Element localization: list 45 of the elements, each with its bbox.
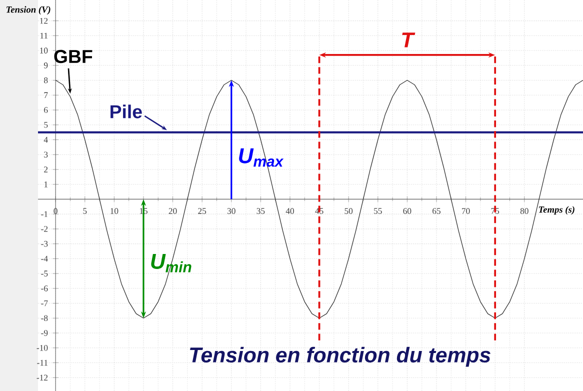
y-axis-title: Tension (V) — [6, 6, 50, 15]
y-tick-label: 12 — [40, 18, 48, 24]
y-tick-label: -3 — [41, 240, 48, 247]
y-tick-label: -1 — [41, 211, 48, 217]
y-tick-label: 4 — [44, 136, 48, 143]
series-label: GBF — [54, 50, 92, 64]
x-tick-label: 80 — [520, 208, 528, 214]
x-tick-label: 35 — [256, 208, 265, 214]
y-tick-label: 7 — [44, 92, 48, 98]
y-tick-label: -9 — [41, 330, 48, 336]
y-tick-label: 8 — [44, 77, 48, 84]
y-tick-label: 3 — [44, 152, 48, 158]
y-tick-label: 1 — [44, 181, 48, 188]
x-tick-label: 30 — [227, 208, 236, 214]
x-tick-label: 40 — [286, 208, 294, 214]
x-tick-label: 50 — [344, 208, 353, 214]
y-tick-label: -7 — [41, 300, 48, 306]
x-tick-label: 60 — [403, 208, 412, 214]
y-tick-label: 10 — [40, 48, 48, 54]
x-tick-label: 5 — [83, 208, 87, 214]
y-tick-label: 6 — [44, 107, 48, 113]
x-tick-label: 55 — [374, 208, 382, 214]
x-tick-label: 75 — [491, 208, 500, 214]
y-tick-label: 11 — [40, 32, 48, 39]
annotation: T — [402, 32, 416, 48]
x-tick-label: 70 — [462, 208, 470, 214]
y-tick-label: -2 — [41, 226, 48, 232]
legend-label: Pile — [110, 104, 142, 118]
y-tick-label: -8 — [41, 315, 48, 322]
y-tick-label: 2 — [44, 166, 48, 172]
x-axis-title: Temps (s) — [538, 206, 574, 215]
y-tick-label: -4 — [41, 256, 48, 262]
y-tick-label: 5 — [44, 122, 48, 128]
x-tick-label: 25 — [198, 208, 206, 214]
y-tick-label: 9 — [44, 62, 48, 68]
y-tick-label: -5 — [41, 270, 48, 276]
y-tick-label: -6 — [41, 286, 48, 292]
text: Tension en fonction du temps — [190, 346, 490, 367]
y-tick-label: -11 — [37, 360, 48, 366]
x-tick-label: 45 — [315, 208, 324, 214]
x-tick-label: 10 — [110, 208, 118, 214]
x-tick-label: 65 — [432, 208, 440, 214]
x-tick-label: 20 — [168, 208, 177, 214]
y-tick-label: -12 — [36, 374, 48, 380]
y-tick-label: -10 — [36, 344, 48, 351]
